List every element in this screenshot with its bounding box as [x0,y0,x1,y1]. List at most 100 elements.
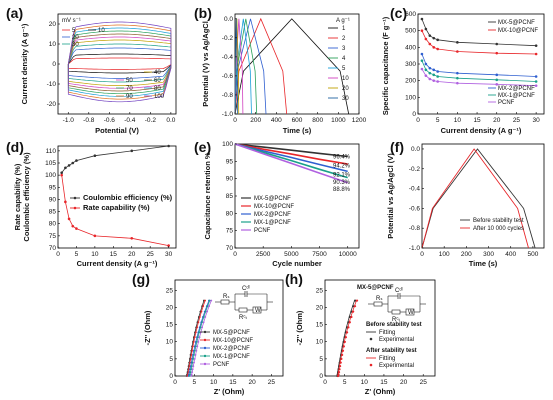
retention-line [234,143,348,179]
capacitance-point [420,59,424,62]
y-tick-label: 0 [412,111,416,118]
capacitance-point [534,52,538,56]
y-tick-label: 100 [405,94,416,101]
panel-g-circuit: Rₛ Cᵈˡ Rᶜₜ W [215,285,273,321]
retention-line [234,143,348,165]
x-tick-label: 10 [454,117,462,124]
legend-label: 100 [154,94,165,100]
legend-label: Before stability test [473,218,524,224]
nyquist-exp-point [350,315,353,319]
nyquist-point [200,310,203,313]
circuit-rs-label: Rₛ [376,296,383,302]
panel-g-plot [185,299,213,377]
panel-f-ticks: 0 100 200 300 400 500 -1.0 -0.8 -0.6 -0.4 -0.2 0.0 [409,146,539,258]
y-tick-label: 80 [226,210,234,217]
capacitance-point [428,42,432,46]
efficiency-point [71,161,75,165]
retention-line [234,143,348,184]
legend-label: 10 [98,28,105,34]
panel-f-legend: Before stability test After 10 000 cycles [460,218,524,232]
legend-label: PCNF [498,100,515,106]
y-tick-label: -1.0 [409,245,421,252]
nyquist-point [193,354,195,356]
nyquist-point [196,345,199,348]
y-tick-label: 15 [316,322,324,329]
efficiency-line [61,145,169,173]
panel-c-plot [420,17,538,87]
end-value-label: 92.1% [333,172,351,178]
legend-label: MX-10@PCNF [254,204,294,210]
y-tick-label: 85 [226,193,234,200]
panel-d-ticks: 0 5 10 15 20 25 30 70 75 80 85 90 95 100 105 110 [45,148,172,258]
nyquist-exp-point [353,305,357,308]
panel-f-plot [421,148,536,249]
capacitance-point [424,74,428,77]
nyquist-point [193,357,196,360]
x-tick-label: 15 [473,117,481,124]
nyquist-exp-point [346,331,349,334]
capacitance-point [424,37,428,41]
nyquist-point [196,326,198,329]
y-tick-label: 20 [316,304,324,311]
y-tick-label: 100 [45,172,56,179]
panel-g-label: (g) [132,271,150,287]
legend-label: 60 [154,78,161,84]
nyquist-exp-point [341,349,345,352]
nyquist-point [198,336,201,339]
resistor-rs-icon [220,299,230,305]
x-tick-label: 2500 [256,251,271,258]
nyquist-point [187,368,190,371]
capacitance-point [420,17,424,21]
nyquist-curve [186,300,206,377]
nyquist-point [189,371,192,374]
panel-h-frame [324,279,436,377]
nyquist-point [192,340,195,343]
nyquist-point [198,316,201,318]
nyquist-point [193,361,195,364]
y-tick-label: 95 [226,158,234,165]
y-tick-label: 70 [49,245,57,252]
panel-d-plot [60,144,170,247]
panel-a-ticks: -1.0 -0.8 -0.6 -0.4 -0.2 0.0 -20 -10 0 10 20 [47,21,176,124]
nyquist-point [202,316,205,318]
panel-h-ylabel: -Z'' (Ohm) [295,310,304,345]
x-tick-label: 20 [400,379,408,386]
y-tick-label: 20 [49,21,57,28]
capacitance-line [421,60,537,82]
y-tick-label: 110 [46,148,57,155]
nyquist-point [189,357,192,360]
x-tick-label: 25 [268,379,276,386]
y-tick-label: 10 [49,41,57,48]
efficiency-point [167,244,170,247]
legend-label: Fitting [379,356,395,362]
legend-label: Rate capability (%) [83,203,150,212]
legend-label: 80 [154,86,161,92]
cv-curve [67,43,172,83]
x-tick-label: 20 [249,379,257,386]
legend-label: MX-2@PCNF [498,86,535,92]
nyquist-exp-point [353,299,357,302]
x-tick-label: 15 [229,379,237,386]
nyquist-point [208,305,211,308]
y-tick-label: 75 [226,228,234,235]
x-tick-label: 10 [361,379,369,386]
x-tick-label: 0.0 [166,117,175,124]
legend-label: 20 [72,35,79,41]
nyquist-point [190,365,193,367]
y-tick-label: -1.0 [222,111,234,118]
legend-marker [203,330,207,334]
capacitance-point [534,44,538,47]
y-tick-label: 25 [166,287,174,294]
nyquist-exp-point [352,310,355,313]
x-tick-label: 10 [210,379,218,386]
legend-label: 5 [342,66,346,72]
nyquist-point [206,310,209,313]
x-tick-label: 200 [461,251,472,258]
panel-a-plot [67,21,172,103]
y-tick-label: 500 [405,28,416,35]
x-tick-label: -1.0 [63,117,75,124]
nyquist-point [202,321,205,324]
efficiency-point [71,224,75,228]
y-tick-label: -0.8 [222,92,234,99]
